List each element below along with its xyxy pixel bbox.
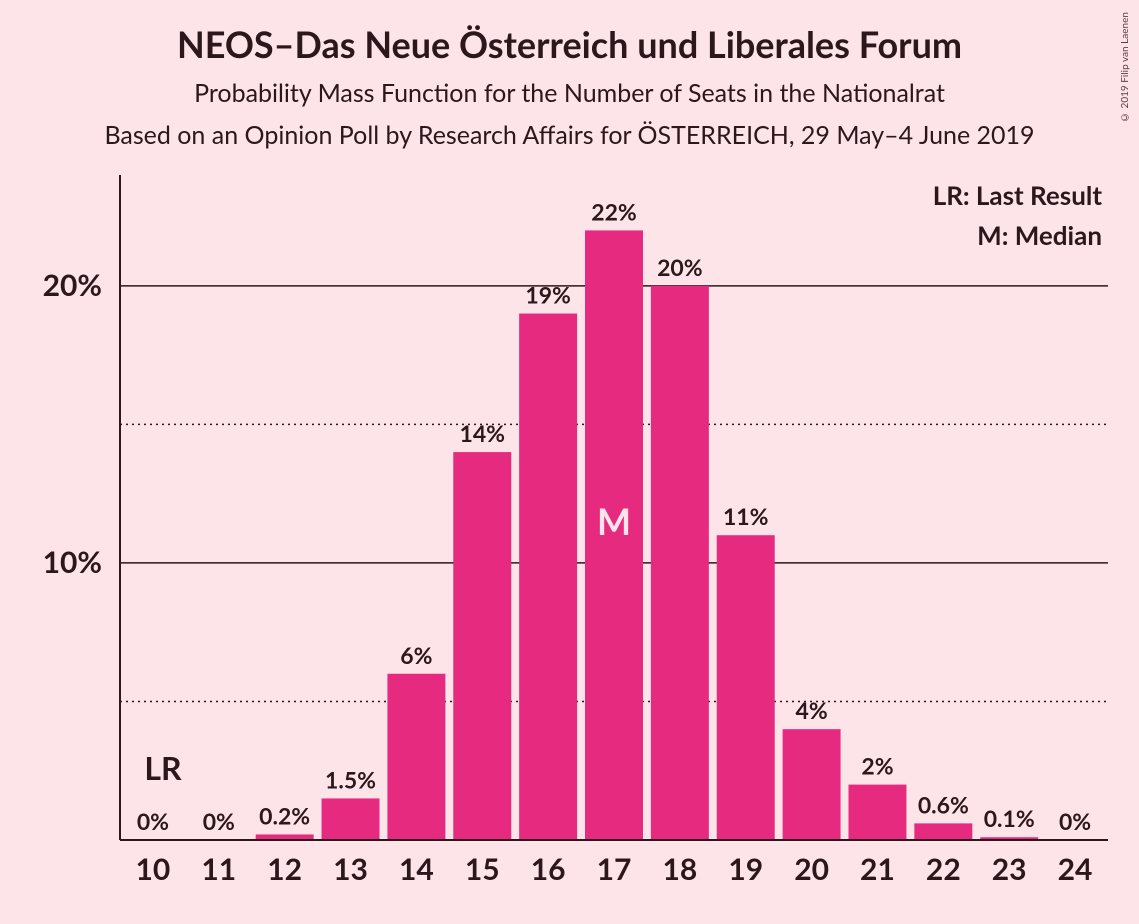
x-tick-label: 23 <box>992 851 1027 887</box>
bar-value-label: 6% <box>400 641 432 669</box>
bar-value-label: 14% <box>460 419 506 447</box>
x-tick-label: 14 <box>399 851 434 887</box>
bar-value-label: 0.1% <box>984 804 1035 832</box>
y-tick-label: 10% <box>43 544 102 580</box>
legend-median: M: Median <box>977 219 1102 251</box>
x-tick-label: 15 <box>465 851 500 887</box>
x-tick-label: 13 <box>333 851 368 887</box>
x-tick-label: 17 <box>597 851 632 887</box>
bar <box>453 452 511 840</box>
bar-value-label: 0.6% <box>918 790 969 818</box>
x-tick-label: 10 <box>136 851 171 887</box>
x-tick-label: 11 <box>201 851 236 887</box>
bar <box>322 798 380 840</box>
legend-lr: LR: Last Result <box>933 179 1103 211</box>
bar-value-label: 2% <box>861 752 893 780</box>
pmf-bar-chart: 0% 0% 0.2% 1.5% 6% 14% 19% 22% 20% 11% 4% 2% 0.6% 0.1… <box>0 0 1139 924</box>
bar <box>914 823 972 840</box>
bar <box>848 785 906 840</box>
bar <box>717 535 775 840</box>
median-marker: M <box>597 499 631 543</box>
bar <box>783 729 841 840</box>
bar-value-label: 22% <box>591 197 637 225</box>
bar-value-label: 0% <box>137 807 169 835</box>
bar-value-label: 11% <box>723 502 769 530</box>
bar-value-label: 0.2% <box>259 801 310 829</box>
x-tick-label: 21 <box>860 851 895 887</box>
x-tick-label: 12 <box>267 851 302 887</box>
bar-value-label: 1.5% <box>325 765 376 793</box>
bar-value-label: 20% <box>657 253 703 281</box>
bar-value-label: 19% <box>525 281 571 309</box>
bar-value-label: 4% <box>795 696 827 724</box>
x-tick-label: 20 <box>794 851 829 887</box>
bar-value-label: 0% <box>1059 807 1091 835</box>
y-tick-label: 20% <box>43 267 102 303</box>
x-tick-label: 16 <box>531 851 566 887</box>
bar <box>519 314 577 840</box>
last-result-marker: LR <box>144 748 182 787</box>
bar-value-label: 0% <box>203 807 235 835</box>
bar <box>651 286 709 840</box>
x-tick-label: 19 <box>728 851 763 887</box>
x-tick-label: 24 <box>1058 851 1093 887</box>
bar <box>387 674 445 840</box>
x-tick-label: 22 <box>926 851 961 887</box>
x-tick-label: 18 <box>662 851 697 887</box>
